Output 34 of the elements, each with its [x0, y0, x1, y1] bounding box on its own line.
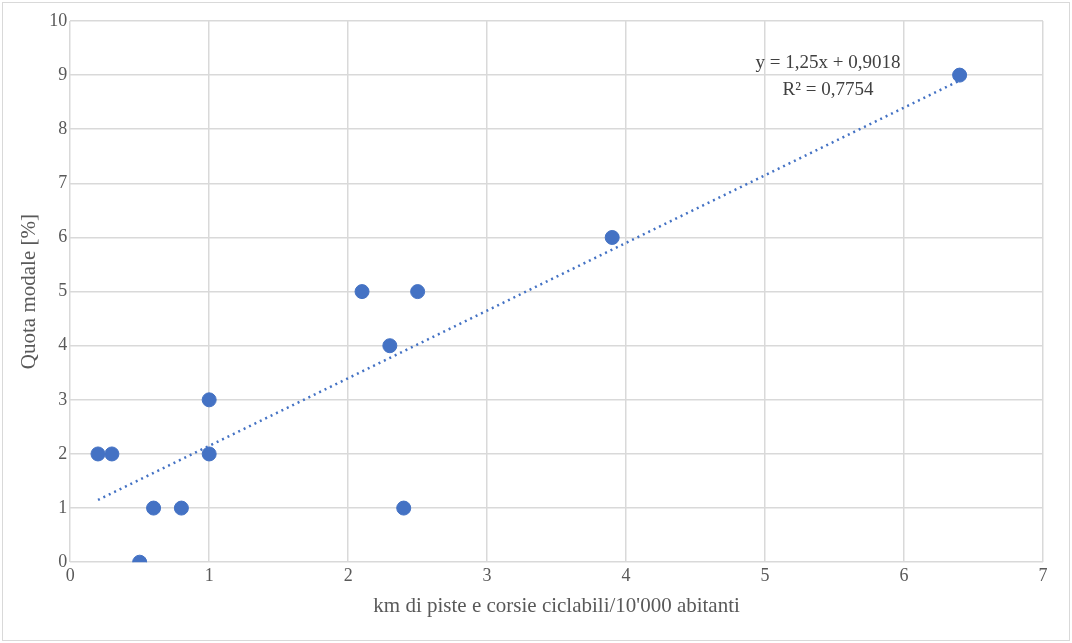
point — [201, 392, 217, 408]
x-tick-label: 2 — [343, 564, 353, 585]
x-tick-label: 3 — [482, 564, 492, 585]
y-tick-label: 10 — [49, 9, 68, 30]
point — [382, 338, 398, 354]
point — [396, 500, 412, 516]
y-tick-label: 0 — [58, 550, 68, 571]
point — [354, 284, 370, 300]
x-tick-label: 5 — [760, 564, 770, 585]
point — [201, 446, 217, 462]
x-tick-label: 6 — [899, 564, 909, 585]
point — [952, 67, 968, 83]
point — [173, 500, 189, 516]
x-axis-title: km di piste e corsie ciclabili/10'000 abitanti — [373, 592, 741, 617]
point — [90, 446, 106, 462]
y-tick-label: 8 — [58, 117, 68, 138]
point — [146, 500, 162, 516]
annotation: y = 1,25x + 0,9018 — [755, 50, 901, 72]
y-tick-label: 7 — [58, 172, 68, 193]
x-tick-label: 1 — [204, 564, 214, 585]
y-tick-label: 9 — [58, 63, 68, 84]
y-tick-label: 3 — [58, 388, 68, 409]
point — [410, 284, 426, 300]
y-tick-label: 6 — [58, 226, 68, 247]
x-tick-label: 4 — [621, 564, 631, 585]
point — [104, 446, 120, 462]
y-tick-label: 1 — [58, 496, 68, 517]
annotation: R² = 0,7754 — [782, 77, 874, 99]
y-axis-title: Quota modale [%] — [16, 214, 41, 370]
x-tick-label: 7 — [1038, 564, 1048, 585]
y-tick-label: 4 — [58, 334, 68, 355]
point — [604, 229, 620, 245]
y-tick-label: 5 — [58, 280, 68, 301]
y-tick-label: 2 — [58, 442, 68, 463]
